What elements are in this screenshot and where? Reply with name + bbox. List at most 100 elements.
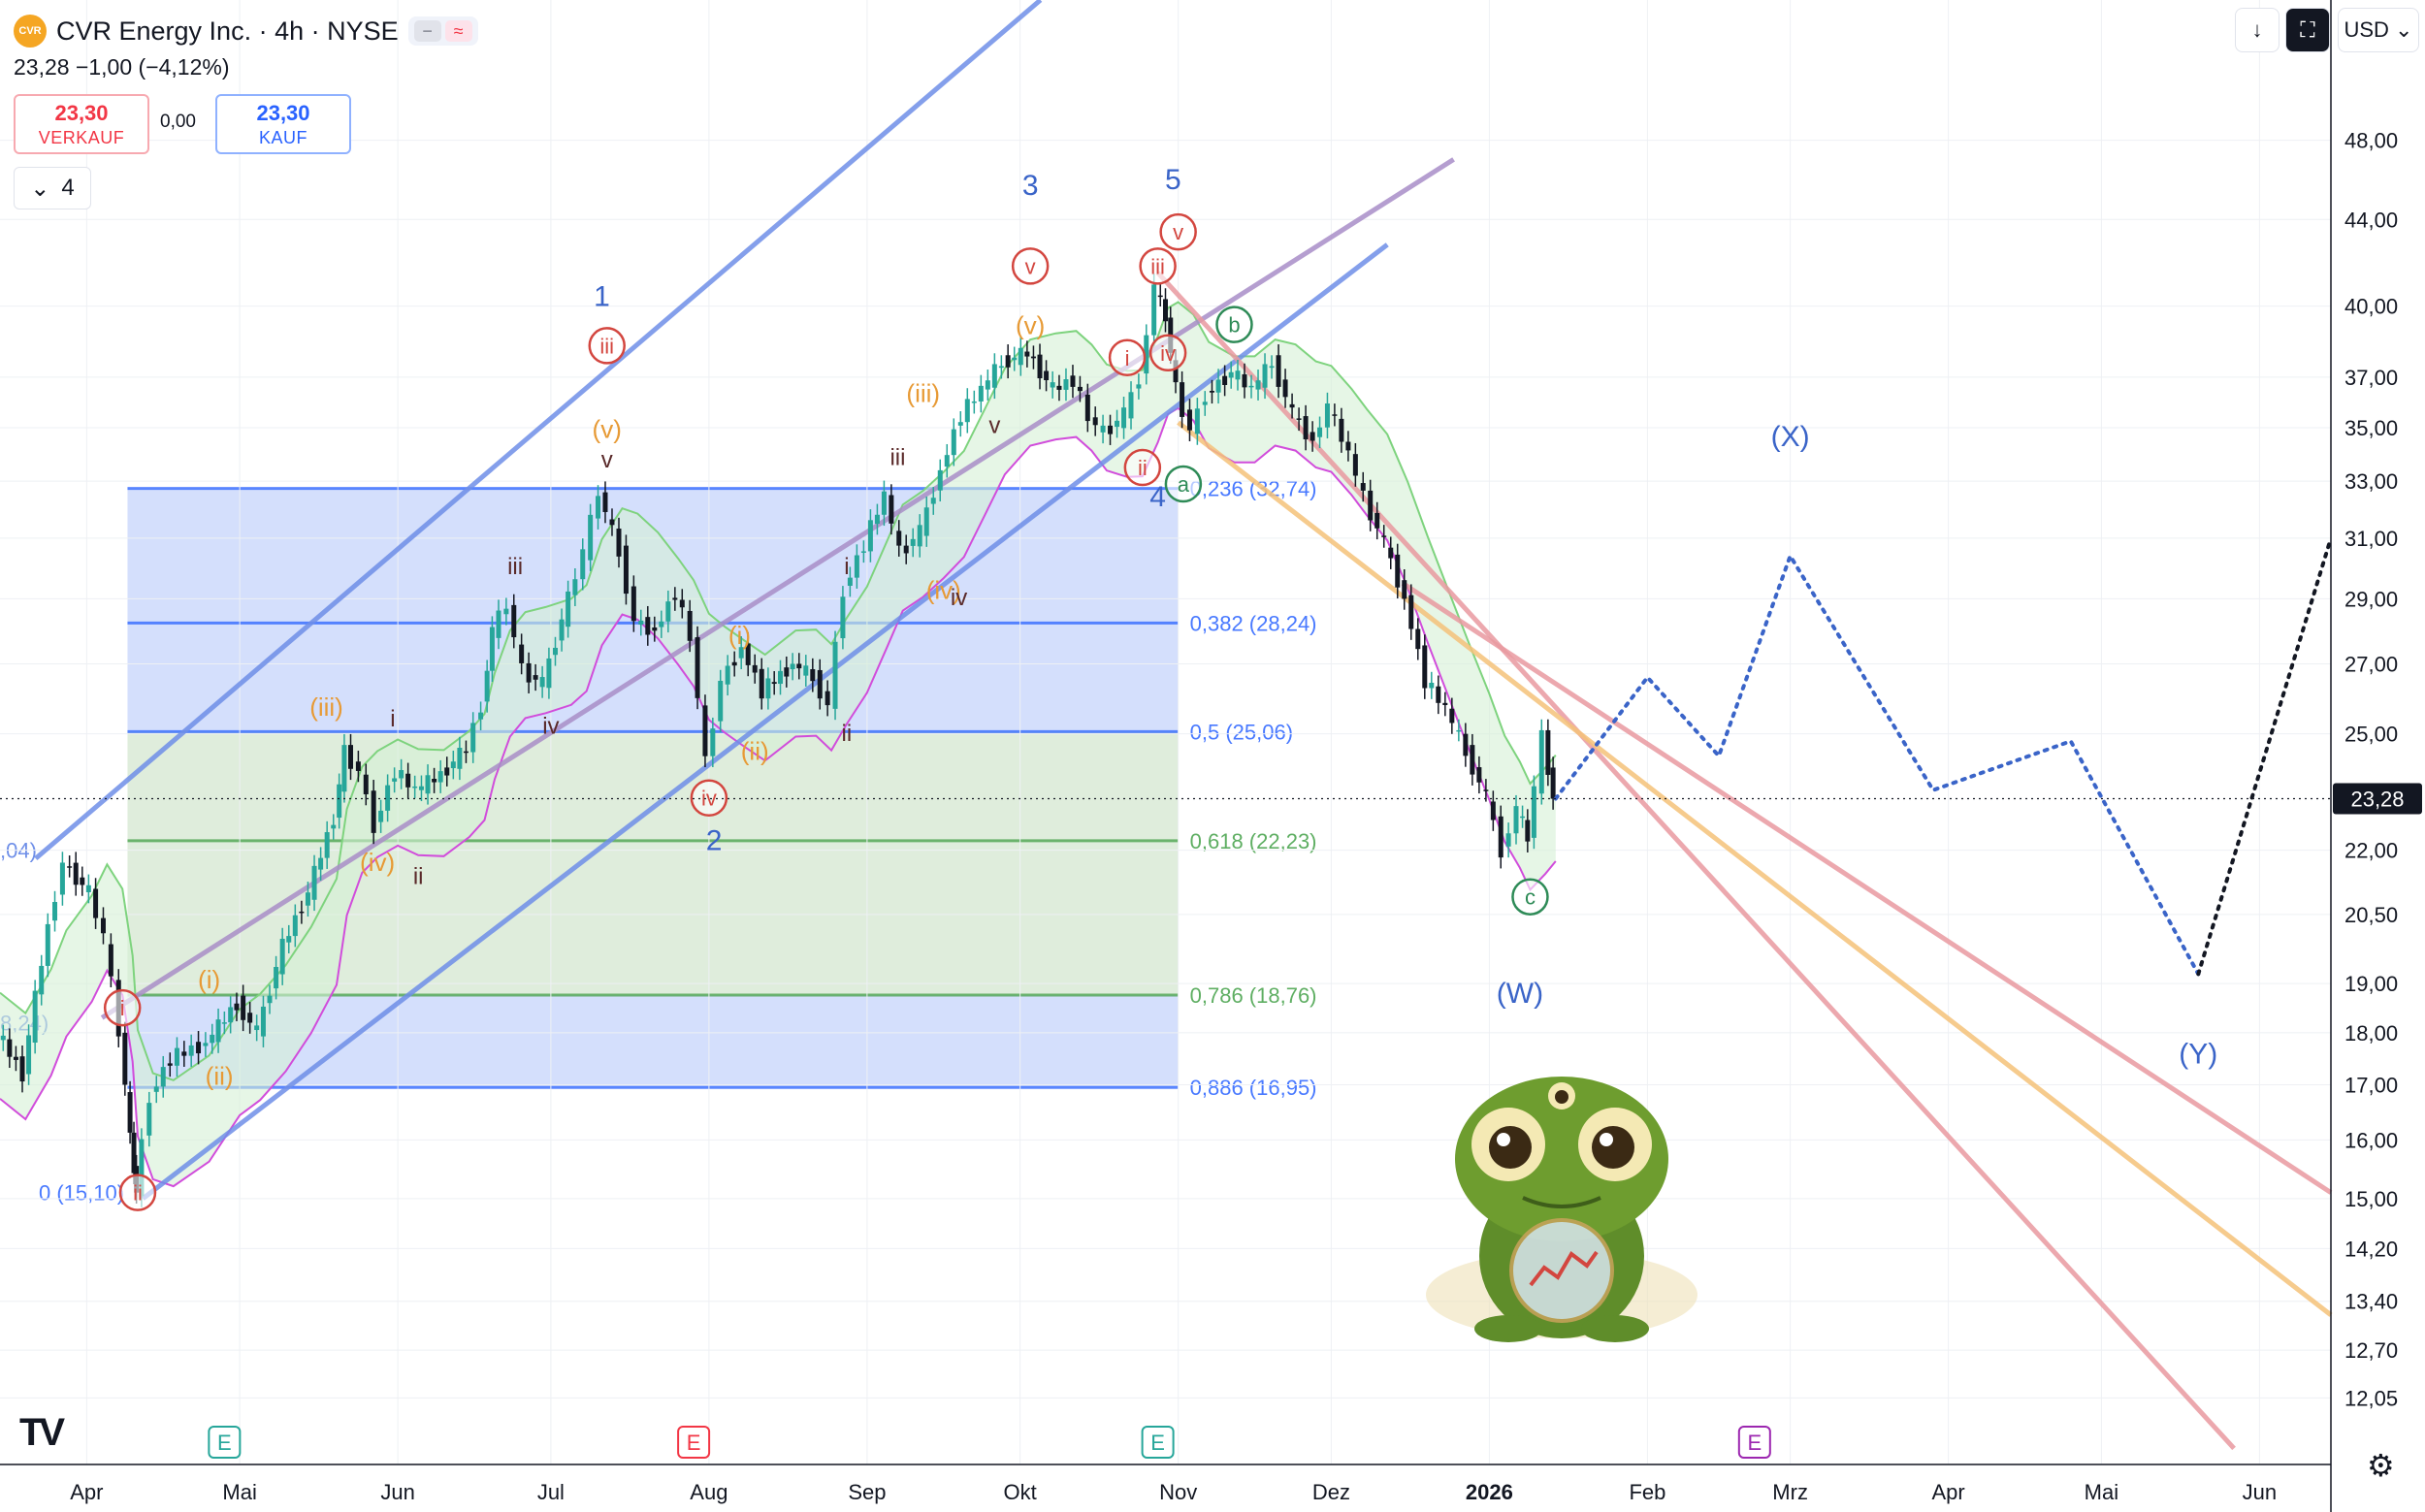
- candle-body: [580, 549, 586, 580]
- candle-body: [1520, 816, 1526, 819]
- candle-body: [910, 538, 916, 546]
- symbol-title[interactable]: CVR Energy Inc. · 4h · NYSE: [56, 16, 399, 46]
- circled-wave-label: a: [1178, 472, 1190, 497]
- buy-button[interactable]: 23,30 KAUF: [215, 94, 351, 154]
- channel-line: [34, 0, 1043, 861]
- candle-body: [489, 627, 495, 671]
- header-pill[interactable]: − ≈: [407, 16, 478, 46]
- channel-line: [1401, 581, 2333, 1195]
- tradingview-logo[interactable]: TV: [19, 1411, 65, 1454]
- candle-body: [1255, 380, 1261, 390]
- wave-label: 1: [594, 281, 610, 313]
- candle-body: [1063, 379, 1069, 390]
- fullscreen-icon[interactable]: ⛶: [2285, 8, 2330, 52]
- wave-label: iii: [507, 554, 523, 580]
- candle-body: [1222, 375, 1228, 385]
- candle-body: [267, 995, 273, 1004]
- chevron-down-icon: ⌄: [30, 175, 50, 202]
- candle-body: [702, 705, 708, 756]
- circled-wave-label: i: [1125, 346, 1130, 370]
- candle-body: [311, 865, 317, 900]
- candle-body: [228, 1007, 234, 1023]
- wave-label: (iv): [926, 575, 961, 604]
- candle-body: [867, 520, 873, 552]
- candle-body: [1442, 702, 1448, 705]
- forecast-black-path: [2196, 535, 2333, 977]
- earnings-marker: [208, 1426, 242, 1459]
- channel-line: [100, 157, 1455, 1020]
- wave-label: ii: [842, 721, 853, 747]
- candle-body: [533, 675, 538, 680]
- candle-body: [210, 1034, 215, 1044]
- sell-button[interactable]: 23,30 VERKAUF: [14, 94, 149, 154]
- candle-body: [160, 1067, 166, 1087]
- candle-body: [616, 529, 622, 557]
- candle-body: [1402, 580, 1407, 599]
- wave-label: (Y): [2179, 1039, 2217, 1071]
- candle-body: [399, 770, 404, 779]
- candle-body: [274, 967, 279, 989]
- time-axis-tick: Jul: [537, 1480, 565, 1504]
- candle-body: [470, 723, 476, 753]
- candle-body: [432, 779, 437, 783]
- candle-body: [602, 492, 608, 512]
- fib-level-label: 0,618 (22,23): [1190, 829, 1317, 853]
- circled-wave-label: v: [1173, 220, 1183, 244]
- wave-label: i: [844, 554, 849, 580]
- candle-body: [146, 1103, 152, 1136]
- wave-label: v: [601, 447, 613, 473]
- candle-body: [188, 1045, 194, 1056]
- candle-body: [1180, 382, 1185, 417]
- candle-body: [1012, 357, 1018, 361]
- cloud-slow-line: [0, 406, 1557, 1188]
- price-axis-tick: 29,00: [2344, 587, 2398, 611]
- candle-body: [718, 680, 724, 722]
- channel-line: [1177, 420, 2333, 1317]
- price-axis-tick: 20,50: [2344, 903, 2398, 927]
- candle-body: [19, 1056, 25, 1082]
- candle-body: [1374, 512, 1380, 529]
- candle-body: [765, 678, 771, 699]
- fib-level-label: 0 (15,10): [39, 1181, 124, 1206]
- time-axis-tick: Dez: [1312, 1480, 1350, 1504]
- currency-select[interactable]: USD ⌄: [2338, 8, 2419, 52]
- candle-body: [26, 1035, 32, 1075]
- wave-label: (X): [1771, 421, 1810, 453]
- candle-body: [630, 586, 636, 622]
- indicator-layers-toggle[interactable]: ⌄ 4: [14, 167, 91, 209]
- wave-label: 5: [1165, 164, 1181, 196]
- download-icon[interactable]: ↓: [2235, 8, 2280, 52]
- candle-body: [371, 790, 376, 833]
- circled-wave-label: c: [1525, 885, 1536, 910]
- earnings-marker-label: E: [1747, 1431, 1762, 1455]
- candle-body: [1151, 284, 1157, 336]
- candle-body: [13, 1056, 18, 1060]
- wave-label: (i): [198, 965, 220, 994]
- candle-body: [1228, 371, 1234, 378]
- wave-label: (v): [593, 415, 622, 444]
- candle-body: [824, 691, 830, 706]
- candle-body: [279, 938, 285, 975]
- candle-body: [1317, 427, 1323, 437]
- circled-wave-marker: [1108, 338, 1147, 377]
- gear-icon[interactable]: ⚙: [2367, 1448, 2395, 1483]
- candle-body: [1235, 370, 1241, 380]
- forecast-paths[interactable]: [1553, 535, 2333, 977]
- candle-body: [985, 380, 990, 390]
- price-axis-tick: 22,00: [2344, 839, 2398, 863]
- minus-icon[interactable]: −: [413, 20, 441, 42]
- time-axis-tick: Apr: [1932, 1480, 1965, 1504]
- candle-body: [944, 455, 950, 467]
- wave-icon[interactable]: ≈: [444, 20, 472, 42]
- circled-wave-marker: [1123, 448, 1162, 487]
- circled-wave-label: iv: [701, 787, 717, 811]
- symbol-header[interactable]: CVR CVR Energy Inc. · 4h · NYSE − ≈: [14, 12, 478, 50]
- candle-body: [778, 670, 784, 685]
- circled-wave-marker: [1215, 306, 1253, 343]
- circled-wave-marker: [1159, 212, 1197, 251]
- time-axis-tick: 2026: [1466, 1480, 1513, 1504]
- candle-body: [1037, 354, 1043, 379]
- candle-body: [73, 862, 79, 885]
